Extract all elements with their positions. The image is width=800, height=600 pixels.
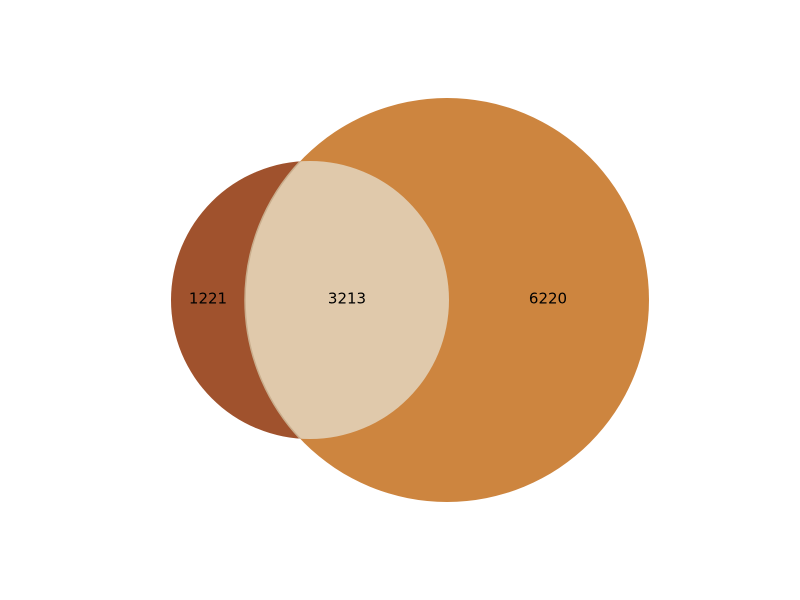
region-b-only-label: 6220	[529, 290, 567, 308]
intersection-region	[245, 161, 449, 439]
intersection-edge	[244, 161, 449, 439]
region-intersection-label: 3213	[328, 290, 366, 308]
region-a-only-label: 1221	[189, 290, 227, 308]
